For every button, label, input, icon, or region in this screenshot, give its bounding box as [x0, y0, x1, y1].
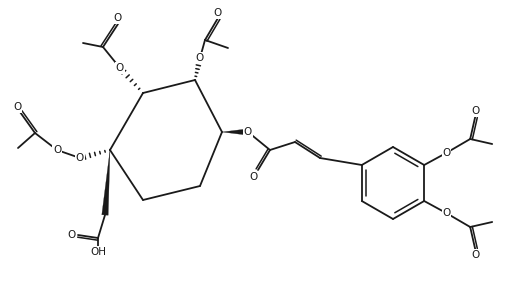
Text: O: O — [214, 8, 222, 18]
Text: O: O — [13, 102, 21, 112]
Text: O: O — [471, 106, 479, 116]
Polygon shape — [222, 129, 248, 135]
Text: OH: OH — [90, 247, 106, 257]
Text: O: O — [442, 208, 450, 218]
Text: O: O — [471, 250, 479, 260]
Text: O: O — [196, 53, 204, 63]
Text: O: O — [116, 63, 124, 73]
Text: O: O — [250, 172, 258, 182]
Text: O: O — [53, 145, 61, 155]
Text: O: O — [442, 148, 450, 158]
Text: O: O — [68, 230, 76, 240]
Text: O: O — [114, 13, 122, 23]
Text: O: O — [76, 153, 84, 163]
Text: O: O — [244, 127, 252, 137]
Polygon shape — [102, 150, 110, 215]
